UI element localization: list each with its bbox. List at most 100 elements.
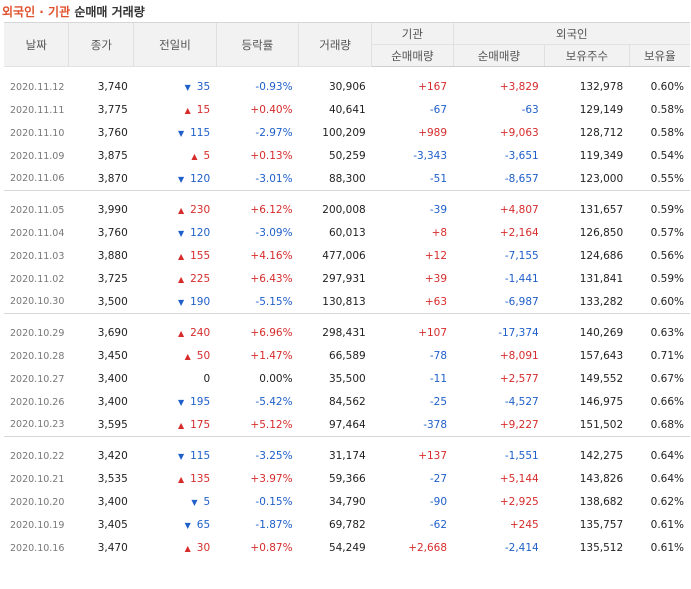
ratio-cell: 0.58% — [650, 127, 684, 139]
ratio-cell: 0.62% — [650, 496, 684, 508]
table-row: 2020.10.19 3,405 ▼ 65 -1.87% 69,782 -62 +245 135… — [4, 514, 690, 537]
rate-cell: -3.09% — [255, 227, 293, 239]
close-cell: 3,500 — [97, 295, 128, 308]
change-value: 225 — [190, 273, 211, 285]
institution-net-cell: +167 — [418, 81, 448, 93]
change-value: 230 — [190, 204, 211, 216]
col-date-header: 날짜 — [4, 22, 69, 67]
table-row: 2020.10.23 3,595 ▲ 175 +5.12% 97,464 -378 +9,22… — [4, 414, 690, 437]
foreign-net-cell: +3,829 — [499, 81, 539, 93]
close-cell: 3,760 — [97, 227, 128, 239]
title-rest: 순매매 거래량 — [74, 5, 145, 19]
ratio-cell: 0.68% — [650, 418, 684, 431]
col-holdings-header: 보유주수 — [544, 44, 630, 67]
foreign-net-cell: +2,164 — [499, 227, 539, 239]
table-row: 2020.11.06 3,870 ▼ 120 -3.01% 88,300 -51 -8,657… — [4, 168, 690, 191]
triangle-down-icon: ▼ — [177, 174, 185, 184]
date-cell: 2020.10.22 — [10, 450, 65, 462]
date-cell: 2020.10.30 — [10, 296, 65, 308]
rate-cell: -5.42% — [255, 396, 293, 408]
rate-cell: -3.25% — [255, 450, 293, 462]
rate-cell: +1.47% — [250, 350, 293, 362]
triangle-up-icon: ▲ — [184, 106, 191, 115]
triangle-up-icon: ▲ — [177, 275, 185, 284]
institution-net-cell: +107 — [418, 327, 448, 339]
change-cell: ▲ 5 — [134, 145, 216, 168]
trading-table: 날짜 종가 전일비 등락률 거래량 기관 외국인 순매매량 순매매량 보유주수 … — [4, 22, 690, 560]
rate-cell: +6.12% — [250, 204, 293, 216]
foreign-net-cell: +2,577 — [499, 373, 539, 385]
volume-cell: 66,589 — [328, 350, 366, 362]
institution-net-cell: -78 — [429, 350, 448, 362]
volume-cell: 59,366 — [328, 473, 366, 485]
rate-cell: 0.00% — [259, 373, 293, 385]
close-cell: 3,725 — [97, 273, 128, 285]
foreign-net-cell: +9,063 — [499, 127, 539, 139]
foreign-net-cell: +245 — [509, 519, 539, 531]
ratio-cell: 0.60% — [650, 295, 684, 308]
change-cell: ▼ 115 — [134, 445, 216, 468]
holdings-cell: 131,841 — [579, 273, 624, 285]
foreign-net-cell: -3,651 — [504, 150, 539, 162]
foreign-net-cell: +8,091 — [499, 350, 539, 362]
date-cell: 2020.10.27 — [10, 373, 65, 385]
change-cell: ▲ 155 — [134, 245, 216, 268]
col-institution-group-header: 기관 — [371, 22, 454, 45]
rate-cell: +0.13% — [250, 150, 293, 162]
ratio-cell: 0.59% — [650, 204, 684, 216]
volume-cell: 35,500 — [328, 373, 366, 385]
date-cell: 2020.11.12 — [10, 81, 65, 93]
foreign-net-cell: -6,987 — [504, 295, 539, 308]
triangle-up-icon: ▲ — [177, 329, 185, 338]
divider-cell — [4, 67, 690, 76]
change-cell: ▲ 15 — [134, 99, 216, 122]
holdings-cell: 138,682 — [579, 496, 624, 508]
table-row: 2020.10.16 3,470 ▲ 30 +0.87% 54,249 +2,668 -2,4… — [4, 537, 690, 560]
change-cell: ▼ 115 — [134, 122, 216, 145]
group-divider — [4, 190, 690, 199]
divider-cell — [4, 436, 690, 445]
table-row: 2020.10.28 3,450 ▲ 50 +1.47% 66,589 -78 +8,091 1… — [4, 345, 690, 368]
institution-net-cell: +2,668 — [408, 542, 448, 554]
close-cell: 3,875 — [97, 150, 128, 162]
change-cell: ▼ 120 — [134, 168, 216, 191]
col-volume-header: 거래량 — [298, 22, 372, 67]
holdings-cell: 135,757 — [579, 519, 624, 531]
close-cell: 3,775 — [97, 104, 128, 116]
foreign-net-cell: +5,144 — [499, 473, 539, 485]
close-cell: 3,760 — [97, 127, 128, 139]
institution-net-cell: +63 — [424, 295, 448, 308]
table-body: 2020.11.12 3,740 ▼ 35 -0.93% 30,906 +167 +3,829… — [4, 67, 690, 560]
ratio-cell: 0.56% — [650, 250, 684, 262]
change-value: 50 — [196, 350, 211, 362]
institution-net-cell: -51 — [429, 172, 448, 185]
change-cell: 0 — [134, 368, 216, 391]
date-cell: 2020.10.19 — [10, 519, 65, 531]
change-value: 0 — [203, 373, 211, 385]
table-row: 2020.11.03 3,880 ▲ 155 +4.16% 477,006 +12 -7,15… — [4, 245, 690, 268]
divider-cell — [4, 190, 690, 199]
col-change-header: 전일비 — [133, 22, 217, 67]
triangle-down-icon: ▼ — [184, 83, 191, 92]
rate-cell: +3.97% — [250, 473, 293, 485]
holdings-cell: 128,712 — [579, 127, 624, 139]
volume-cell: 31,174 — [328, 450, 366, 462]
holdings-cell: 133,282 — [579, 295, 624, 308]
triangle-up-icon: ▲ — [191, 152, 198, 161]
date-cell: 2020.11.03 — [10, 250, 65, 262]
date-cell: 2020.11.02 — [10, 273, 65, 285]
close-cell: 3,740 — [97, 81, 128, 93]
change-value: 195 — [190, 396, 211, 408]
close-cell: 3,880 — [97, 250, 128, 262]
change-value: 5 — [203, 150, 211, 162]
holdings-cell: 135,512 — [579, 542, 624, 554]
table-row: 2020.11.05 3,990 ▲ 230 +6.12% 200,008 -39 +4,80… — [4, 199, 690, 222]
triangle-down-icon: ▼ — [177, 229, 185, 238]
ratio-cell: 0.61% — [650, 542, 684, 554]
holdings-cell: 149,552 — [579, 373, 624, 385]
rate-cell: -0.15% — [255, 496, 293, 508]
col-institution-net-header: 순매매량 — [371, 44, 454, 67]
foreign-net-cell: -1,441 — [504, 273, 539, 285]
holdings-cell: 151,502 — [579, 418, 624, 431]
